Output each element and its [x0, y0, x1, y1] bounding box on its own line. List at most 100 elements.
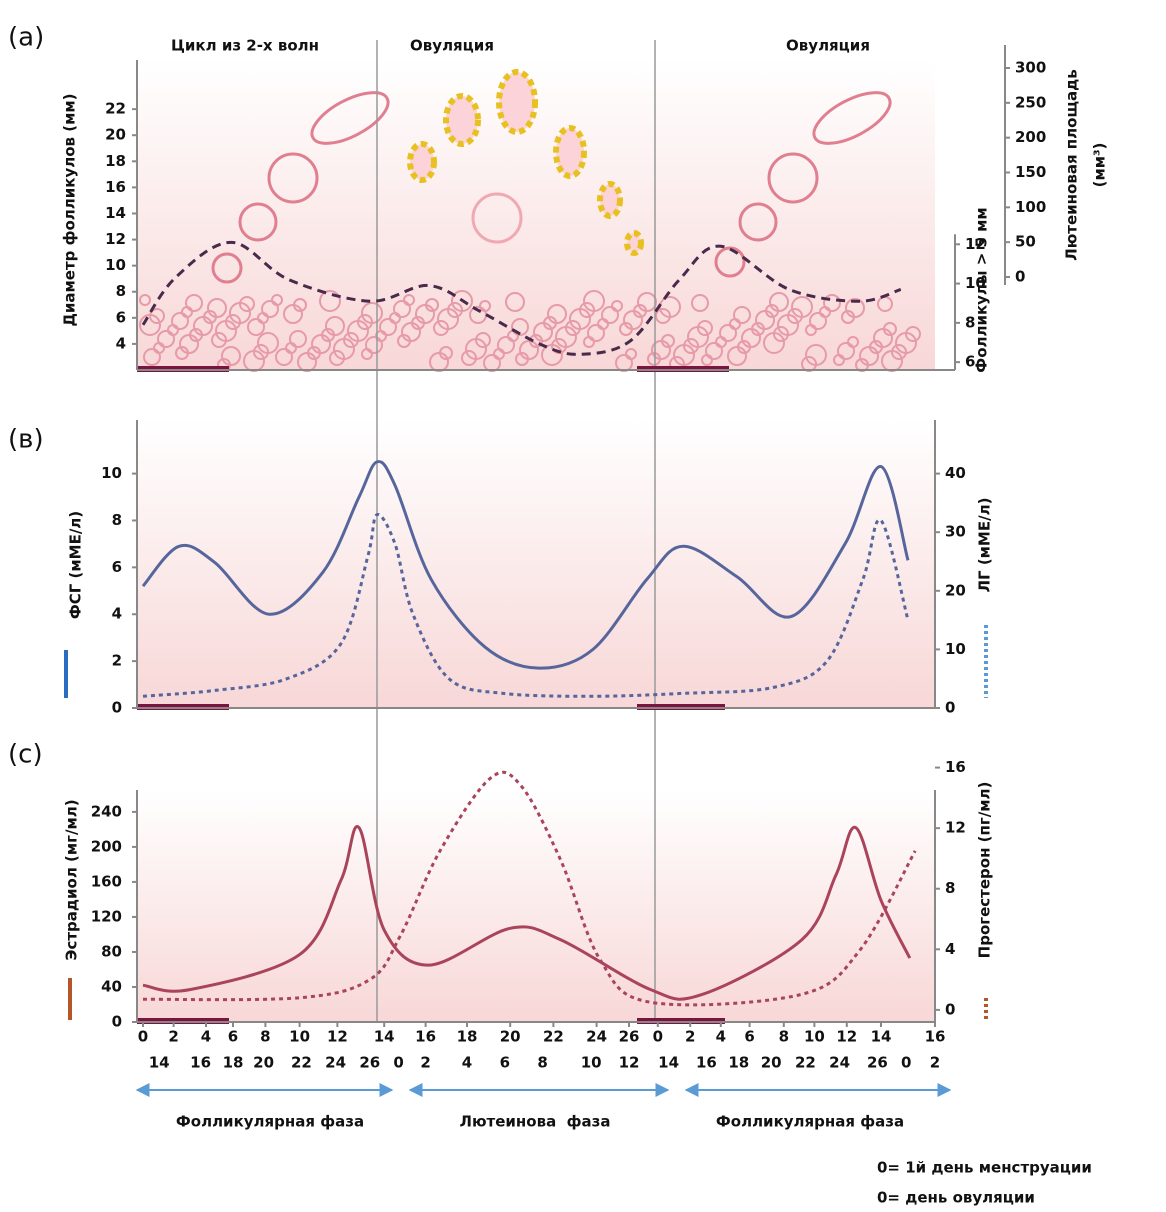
large-follicles — [211, 91, 892, 284]
follicle — [471, 192, 523, 244]
blob — [597, 181, 623, 219]
x-tick-label: 8 — [779, 1028, 789, 1046]
phase-label: Лютеинова фаза — [460, 1113, 611, 1131]
small-follicle — [261, 300, 279, 318]
series-line — [141, 460, 910, 670]
small-follicle — [293, 298, 307, 312]
x-tick-label: 6 — [500, 1054, 510, 1072]
small-follicle — [171, 312, 189, 330]
small-follicle — [719, 324, 737, 342]
small-follicle — [149, 308, 165, 324]
follicle — [238, 202, 278, 242]
x-tick-label: 14 — [871, 1028, 892, 1046]
small-follicle — [139, 294, 151, 306]
small-follicle — [587, 324, 605, 342]
y3-tick-label: 200 — [1015, 128, 1046, 146]
x-tick-label: 26 — [359, 1054, 380, 1072]
y2-tick-label: 40 — [945, 464, 966, 482]
x-tick-label: 4 — [201, 1028, 211, 1046]
x-tick-label: 18 — [457, 1028, 478, 1046]
y-axis-title: Эстрадиол (мг/мл) — [63, 799, 81, 960]
y-tick-label: 20 — [105, 126, 126, 144]
x-tick-label: 16 — [415, 1028, 436, 1046]
panel-label: (в) — [8, 425, 44, 455]
y-tick-label: 8 — [112, 511, 122, 529]
follicle — [211, 252, 243, 284]
x-tick-label: 10 — [804, 1028, 825, 1046]
follicle — [767, 152, 819, 204]
y2-tick-label: 12 — [945, 819, 966, 837]
x-tick-label: 0 — [653, 1028, 663, 1046]
follicle — [812, 91, 892, 145]
small-follicle — [847, 336, 859, 348]
small-follicle — [905, 326, 921, 342]
small-follicle — [601, 306, 619, 324]
y-tick-label: 10 — [105, 256, 126, 274]
series-line — [141, 240, 902, 356]
y2-tick-label: 10 — [945, 640, 966, 658]
x-tick-label: 22 — [795, 1054, 816, 1072]
blob — [553, 125, 587, 179]
y2-tick-label: 8 — [965, 313, 975, 331]
corpus-luteum — [407, 69, 644, 256]
small-follicle — [769, 292, 789, 312]
y-tick-label: 200 — [91, 837, 122, 855]
y2-tick-label: 16 — [945, 758, 966, 776]
small-follicle — [365, 336, 383, 354]
y2-axis-title: Прогестерон (пг/мл) — [976, 782, 994, 959]
x-tick-label: 8 — [260, 1028, 270, 1046]
y-tick-label: 22 — [105, 100, 126, 118]
y2-tick-label: 10 — [965, 274, 986, 292]
x-tick-label: 4 — [716, 1028, 726, 1046]
small-follicle — [837, 342, 855, 360]
y-tick-label: 0 — [112, 699, 122, 717]
small-follicle — [185, 294, 203, 312]
small-follicle — [583, 290, 605, 312]
small-follicle — [691, 294, 709, 312]
y-tick-label: 2 — [112, 652, 122, 670]
y3-tick-label: 50 — [1015, 233, 1036, 251]
x-tick-label: 16 — [696, 1054, 717, 1072]
y-tick-label: 0 — [112, 1013, 122, 1031]
y2-tick-label: 0 — [945, 699, 955, 717]
small-follicle — [239, 296, 255, 312]
x-tick-label: 12 — [836, 1028, 857, 1046]
x-tick-label: 24 — [325, 1054, 346, 1072]
y2-tick-label: 4 — [945, 940, 955, 958]
y3-tick-label: 100 — [1015, 198, 1046, 216]
small-follicle — [379, 318, 397, 336]
y-tick-label: 12 — [105, 230, 126, 248]
small-follicle — [221, 346, 241, 366]
follicle — [714, 246, 746, 278]
y-tick-label: 40 — [101, 977, 122, 995]
panel-bg — [137, 790, 935, 1022]
y2-tick-label: 20 — [945, 581, 966, 599]
y2-tick-label: 12 — [965, 235, 986, 253]
x-tick-label: 26 — [867, 1054, 888, 1072]
x-tick-label: 26 — [619, 1028, 640, 1046]
small-follicle — [143, 348, 161, 366]
x-tick-label: 14 — [374, 1028, 395, 1046]
x-tick-label: 2 — [685, 1028, 695, 1046]
y-tick-label: 240 — [91, 802, 122, 820]
small-follicle — [425, 298, 439, 312]
y2-axis-title: Фолликулы > 5 мм — [973, 207, 991, 372]
small-follicle — [247, 318, 265, 336]
follicle — [267, 152, 319, 204]
y3-tick-label: 250 — [1015, 93, 1046, 111]
phase-label: Фолликулярная фаза — [716, 1113, 904, 1131]
small-follicle — [479, 300, 491, 312]
y-axis-title: ФСГ (мМЕ/л) — [67, 511, 85, 619]
panel-label: (c) — [8, 740, 43, 770]
x-tick-label: 6 — [744, 1028, 754, 1046]
small-follicle — [805, 344, 827, 366]
small-follicle — [393, 300, 411, 318]
x-tick-label: 2 — [420, 1054, 430, 1072]
panel-bg — [137, 420, 935, 708]
legend-swatches — [64, 625, 988, 1020]
annotation: Овуляция — [786, 37, 870, 55]
y-tick-label: 160 — [91, 872, 122, 890]
x-tick-label: 0 — [138, 1028, 148, 1046]
blob — [407, 141, 437, 183]
small-follicle — [733, 306, 751, 324]
